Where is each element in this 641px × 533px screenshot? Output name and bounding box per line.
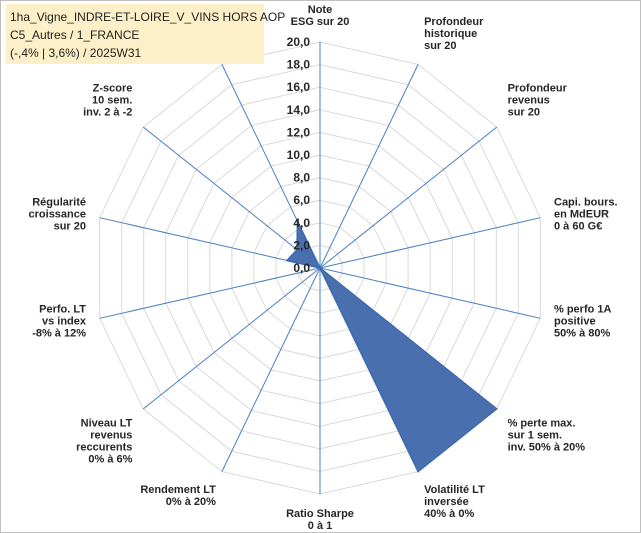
category-label-line: sur 20 — [54, 221, 86, 233]
category-label: Profondeur revenus sur 20 — [508, 82, 568, 118]
category-label-line: sur 20 — [424, 40, 456, 52]
tick-label: 4,0 — [293, 216, 310, 230]
axis-line — [319, 126, 498, 269]
category-label-line: Z-score — [93, 82, 133, 94]
category-label-line: % perfo 1A — [554, 303, 612, 315]
category-label-line: Capi. bours. — [554, 197, 618, 209]
radial-tick-labels: 0,0 2,0 4,0 6,0 8,0 10,0 12,0 14,0 16,0 18,0 20,0 — [287, 35, 311, 275]
category-label-line: revenus — [508, 94, 550, 106]
axis-line — [142, 267, 321, 410]
tick-label: 16,0 — [287, 80, 311, 94]
tick-label: 6,0 — [293, 193, 310, 207]
category-label-line: % perte max. — [508, 418, 576, 430]
axis-line — [142, 126, 321, 269]
category-label-line: 50% à 80% — [554, 327, 610, 339]
category-label: % perfo 1A positive 50% à 80% — [554, 303, 612, 339]
category-label-line: historique — [424, 28, 477, 40]
tick-label: 0,0 — [293, 261, 310, 275]
category-label-line: positive — [554, 315, 596, 327]
category-label-line: en MdEUR — [554, 209, 609, 221]
tick-label: 8,0 — [293, 171, 310, 185]
axis-line — [319, 267, 541, 319]
tick-label: 20,0 — [287, 35, 311, 49]
category-label-line: 0 à 1 — [308, 520, 332, 532]
axis-line — [99, 267, 321, 319]
category-label-line: Note — [308, 4, 332, 16]
category-label: Note ESG sur 20 — [291, 4, 350, 28]
category-label-line: Ratio Sharpe — [286, 508, 354, 520]
tick-label: 14,0 — [287, 103, 311, 117]
tick-label: 12,0 — [287, 125, 311, 139]
series-area — [285, 220, 498, 473]
axis-line — [99, 217, 321, 269]
category-label-line: -8% à 12% — [32, 327, 86, 339]
radar-series — [285, 220, 498, 473]
category-label: Niveau LT revenus reccurents 0% à 6% — [76, 418, 133, 466]
category-label-line: inversée — [424, 496, 469, 508]
category-label: Ratio Sharpe 0 à 1 — [286, 508, 354, 532]
category-label-line: Niveau LT — [81, 418, 133, 430]
chart-title-block: 1ha_Vigne_INDRE-ET-LOIRE_V_VINS HORS AOP… — [6, 4, 285, 64]
series-point — [286, 259, 288, 262]
category-label-line: Volatilité LT — [424, 484, 485, 496]
category-label-line: revenus — [90, 430, 132, 442]
series-point — [417, 470, 419, 473]
category-label: Capi. bours. en MdEUR 0 à 60 G€ — [554, 197, 618, 233]
category-label-line: ESG sur 20 — [291, 16, 350, 28]
axis-line — [319, 217, 541, 269]
category-label-line: sur 20 — [508, 106, 540, 118]
category-label: Z-score 10 sem. inv. 2 à -2 — [83, 82, 132, 118]
category-label-line: 0% à 20% — [166, 496, 216, 508]
axis-line — [319, 64, 419, 269]
tick-label: 18,0 — [287, 58, 311, 72]
series-point — [319, 267, 321, 269]
category-label-line: 0 à 60 G€ — [554, 221, 602, 233]
category-label-line: Profondeur — [508, 82, 568, 94]
series-point — [296, 220, 299, 222]
title-line-1: 1ha_Vigne_INDRE-ET-LOIRE_V_VINS HORS AOP — [10, 10, 286, 24]
category-label-line: 0% à 6% — [88, 454, 132, 466]
category-label-line: vs index — [42, 315, 87, 327]
category-label-line: inv. 50% à 20% — [508, 442, 586, 454]
category-label: Rendement LT 0% à 20% — [140, 484, 216, 508]
category-label-line: Régularité — [32, 197, 86, 209]
category-label: Profondeur historique sur 20 — [424, 16, 484, 52]
category-label-line: 40% à 0% — [424, 508, 474, 520]
category-label-line: Profondeur — [424, 16, 484, 28]
category-labels: Note ESG sur 20 Profondeur historique sur 20… — [29, 4, 618, 532]
category-label: % perte max. sur 1 sem. inv. 50% à 20% — [508, 418, 586, 454]
category-label-line: Perfo. LT — [39, 303, 86, 315]
category-label-line: Rendement LT — [140, 484, 216, 496]
title-line-3: (-,4% | 3,6%) / 2025W31 — [10, 46, 142, 60]
category-label-line: reccurents — [76, 442, 132, 454]
category-label-line: croissance — [29, 209, 86, 221]
category-label-line: 10 sem. — [92, 94, 132, 106]
axis-line — [221, 267, 321, 472]
category-label: Perfo. LT vs index -8% à 12% — [32, 303, 87, 339]
category-label: Régularité croissance sur 20 — [29, 197, 86, 233]
series-point — [296, 248, 298, 251]
category-label: Volatilité LT inversée 40% à 0% — [424, 484, 485, 520]
tick-label: 10,0 — [287, 148, 311, 162]
category-label-line: inv. 2 à -2 — [83, 106, 132, 118]
series-point — [495, 408, 498, 410]
category-label-line: sur 1 sem. — [508, 430, 562, 442]
tick-label: 2,0 — [293, 238, 310, 252]
title-line-2: C5_Autres / 1_FRANCE — [10, 28, 140, 42]
